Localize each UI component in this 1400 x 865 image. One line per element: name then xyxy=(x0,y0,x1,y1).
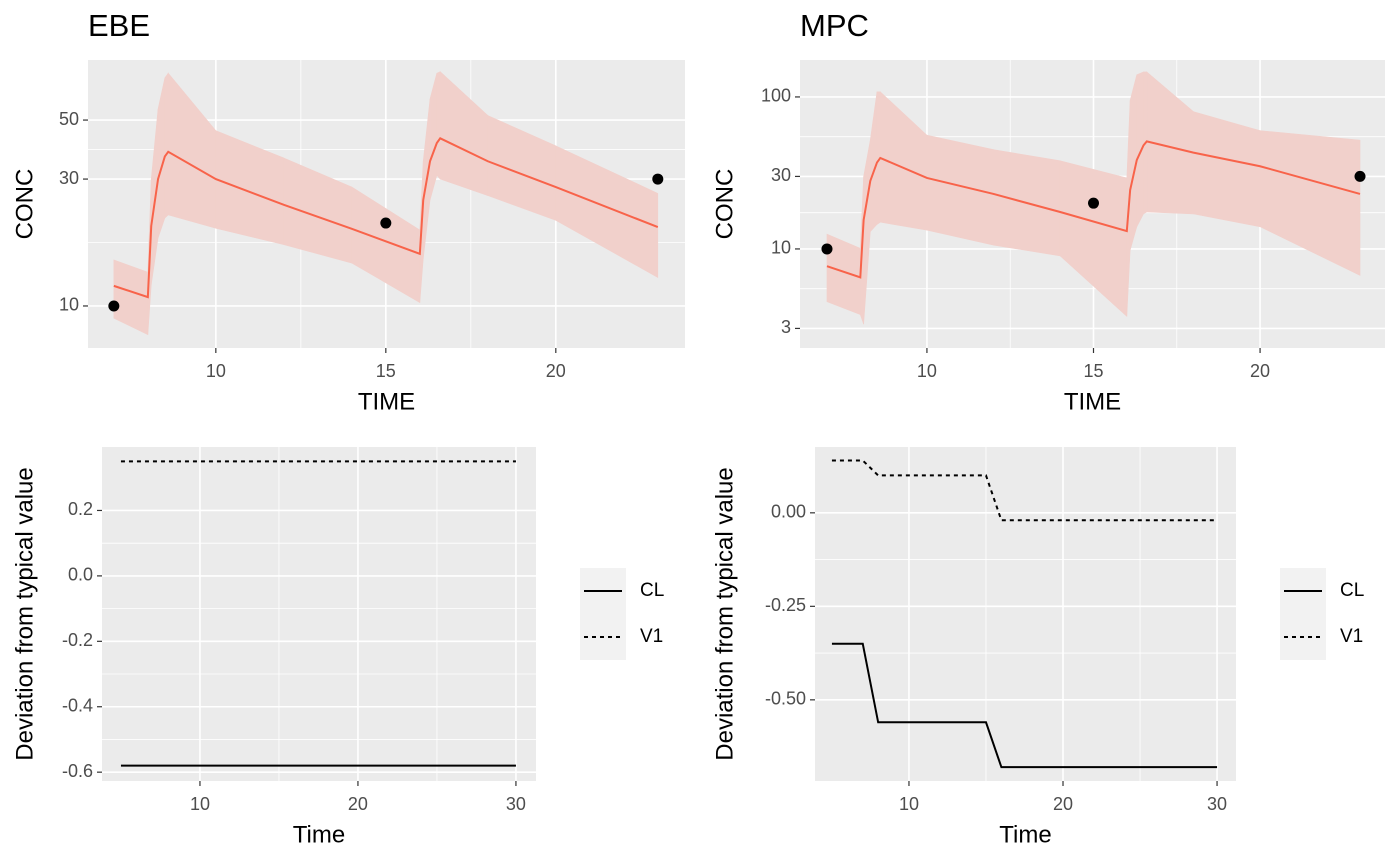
y-axis-title: Deviation from typical value xyxy=(711,467,738,760)
y-tick-label: 10 xyxy=(771,238,791,258)
y-axis-title: CONC xyxy=(711,169,738,240)
x-tick-label: 20 xyxy=(348,794,368,814)
ribbon xyxy=(926,134,994,246)
y-tick-label: 0.0 xyxy=(68,565,93,585)
observation xyxy=(821,243,833,255)
plot-panel xyxy=(102,447,536,781)
chart-title: EBE xyxy=(88,8,150,43)
observation xyxy=(1087,197,1099,209)
chart-title: MPC xyxy=(800,8,869,43)
x-axis-title: Time xyxy=(999,821,1051,848)
y-tick-label: -0.50 xyxy=(765,689,806,709)
observation xyxy=(380,217,392,229)
ribbon xyxy=(555,145,659,278)
x-tick-label: 20 xyxy=(1053,794,1073,814)
observation xyxy=(652,173,664,185)
x-tick-label: 30 xyxy=(506,794,526,814)
ribbon xyxy=(1193,111,1261,228)
observation xyxy=(108,300,120,312)
legend-label: CL xyxy=(640,580,664,601)
series-line xyxy=(831,642,1218,769)
observation xyxy=(1354,170,1366,182)
x-axis-title: Time xyxy=(293,821,345,848)
x-tick-label: 10 xyxy=(917,361,937,381)
y-tick-label: 30 xyxy=(59,168,79,188)
y-tick-label: -0.2 xyxy=(62,630,93,650)
x-tick-label: 10 xyxy=(206,361,226,381)
y-tick-label: 30 xyxy=(771,165,791,185)
x-tick-label: 15 xyxy=(1083,361,1103,381)
ribbon xyxy=(826,233,861,316)
y-axis-title: CONC xyxy=(11,169,38,240)
legend-background xyxy=(580,568,626,660)
plot-panel xyxy=(815,447,1236,781)
x-axis-title: TIME xyxy=(358,388,415,415)
legend-background xyxy=(1280,568,1326,660)
y-tick-label: 50 xyxy=(59,109,79,129)
series-line xyxy=(831,459,1218,522)
y-tick-label: -0.25 xyxy=(765,595,806,615)
y-tick-label: -0.4 xyxy=(62,695,93,715)
ribbon xyxy=(164,72,169,219)
y-tick-label: 0.2 xyxy=(68,499,93,519)
x-tick-label: 30 xyxy=(1207,794,1227,814)
prediction-line xyxy=(113,137,659,299)
y-tick-label: 100 xyxy=(761,86,791,106)
y-tick-label: 3 xyxy=(781,317,791,337)
y-axis-title: Deviation from typical value xyxy=(11,467,38,760)
x-tick-label: 15 xyxy=(376,361,396,381)
x-tick-label: 20 xyxy=(1250,361,1270,381)
legend-label: V1 xyxy=(1340,626,1363,647)
ribbon xyxy=(1259,130,1361,276)
x-tick-label: 10 xyxy=(899,794,919,814)
x-axis-title: TIME xyxy=(1064,388,1121,415)
y-tick-label: 0.00 xyxy=(771,502,806,522)
y-tick-label: -0.6 xyxy=(62,761,93,781)
ribbon xyxy=(436,71,441,180)
y-tick-label: 10 xyxy=(59,295,79,315)
x-tick-label: 10 xyxy=(190,794,210,814)
prediction-line xyxy=(826,140,1361,279)
legend-label: CL xyxy=(1340,580,1364,601)
x-tick-label: 20 xyxy=(546,361,566,381)
legend-label: V1 xyxy=(640,626,663,647)
